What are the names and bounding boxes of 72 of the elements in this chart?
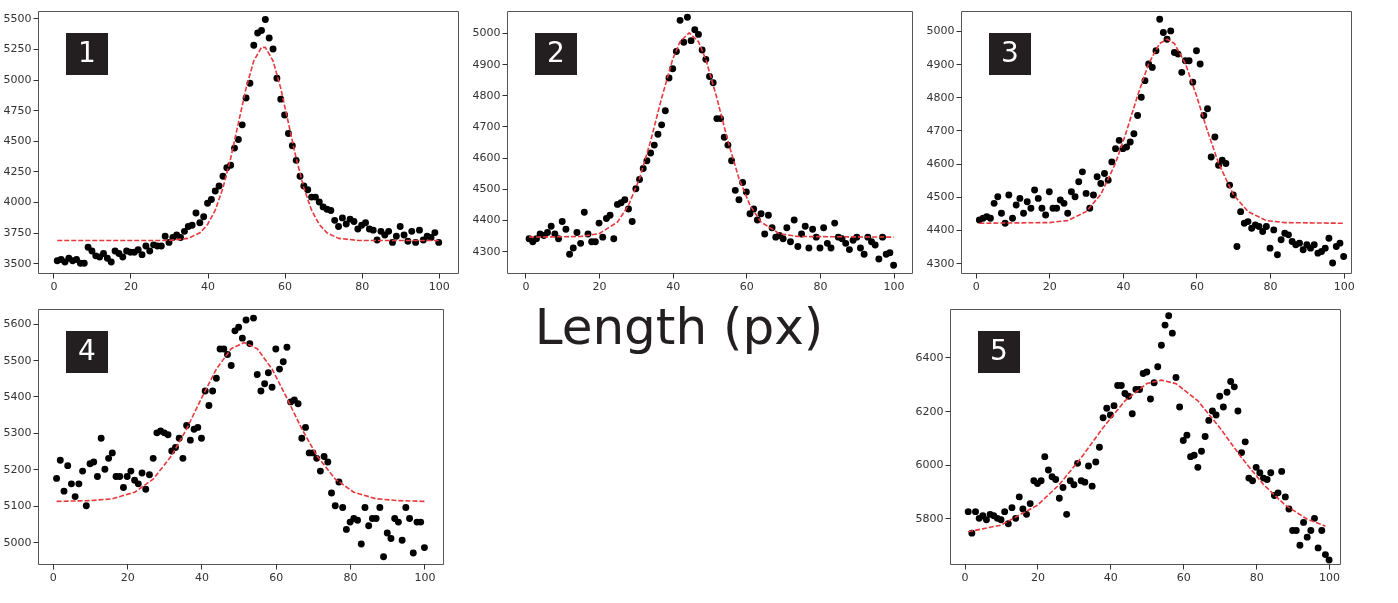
x-tick-label: 20 <box>1042 279 1057 293</box>
y-tick-label: 4800 <box>472 88 501 102</box>
y-tick-label: 5000 <box>3 535 32 549</box>
x-tick-label: 80 <box>355 279 370 293</box>
y-tick-label: 4250 <box>3 164 32 178</box>
x-axis-title: Length (px) <box>534 298 824 356</box>
x-tick-label: 40 <box>1116 279 1131 293</box>
y-tick-label: 4900 <box>926 57 955 71</box>
text: 2 <box>547 36 565 69</box>
x-tick-label: 100 <box>414 570 436 584</box>
x-tick-label: 60 <box>1189 279 1204 293</box>
x-tick-label: 80 <box>813 279 828 293</box>
y-tick-label: 5400 <box>3 389 32 403</box>
y-tick-label: 5500 <box>3 11 32 25</box>
y-tick-label: 4400 <box>472 213 501 227</box>
y-tick-label: 5600 <box>3 317 32 331</box>
y-tick-label: 4000 <box>3 195 32 209</box>
x-tick-label: 40 <box>666 279 681 293</box>
x-tick-label: 0 <box>961 570 969 584</box>
text: 5 <box>990 334 1008 367</box>
y-tick-label: 4400 <box>926 223 955 237</box>
y-tick-label: 4600 <box>926 157 955 171</box>
y-tick-label: 4700 <box>472 119 501 133</box>
y-tick-label: 4500 <box>926 190 955 204</box>
y-tick-label: 4900 <box>472 57 501 71</box>
x-tick-label: 20 <box>592 279 607 293</box>
y-tick-label: 4750 <box>3 103 32 117</box>
text: 4 <box>78 334 96 367</box>
y-tick-label: 4700 <box>926 123 955 137</box>
x-tick-label: 80 <box>1249 570 1264 584</box>
y-tick-label: 4300 <box>926 256 955 270</box>
x-tick-label: 40 <box>1103 570 1118 584</box>
y-tick-label: 5100 <box>3 499 32 513</box>
text: 1 <box>78 36 96 69</box>
y-tick-label: 5250 <box>3 42 32 56</box>
x-tick-label: 40 <box>201 279 216 293</box>
text: 3 <box>1001 36 1019 69</box>
y-tick-label: 5200 <box>3 462 32 476</box>
y-tick-label: 5000 <box>926 24 955 38</box>
y-tick-label: 5300 <box>3 426 32 440</box>
x-tick-label: 0 <box>50 279 58 293</box>
x-tick-label: 20 <box>120 570 135 584</box>
y-tick-label: 5000 <box>472 26 501 40</box>
y-tick-label: 4300 <box>472 244 501 258</box>
y-tick-label: 4500 <box>472 182 501 196</box>
y-tick-label: 6200 <box>915 404 944 418</box>
x-tick-label: 40 <box>194 570 209 584</box>
y-tick-label: 6400 <box>915 350 944 364</box>
x-tick-label: 0 <box>972 279 980 293</box>
x-tick-label: 80 <box>343 570 358 584</box>
x-tick-label: 20 <box>123 279 138 293</box>
x-tick-label: 100 <box>1319 570 1341 584</box>
x-tick-label: 20 <box>1030 570 1045 584</box>
x-tick-label: 80 <box>1263 279 1278 293</box>
x-tick-label: 60 <box>739 279 754 293</box>
x-tick-label: 60 <box>1176 570 1191 584</box>
x-tick-label: 0 <box>522 279 530 293</box>
y-tick-label: 3500 <box>3 256 32 270</box>
x-tick-label: 100 <box>1333 279 1355 293</box>
y-tick-label: 6000 <box>915 458 944 472</box>
x-tick-label: 0 <box>49 570 57 584</box>
y-tick-label: 3750 <box>3 226 32 240</box>
x-tick-label: 60 <box>269 570 284 584</box>
x-tick-label: 60 <box>278 279 293 293</box>
y-tick-label: 4500 <box>3 134 32 148</box>
x-tick-label: 100 <box>428 279 450 293</box>
y-tick-label: 4800 <box>926 90 955 104</box>
y-tick-label: 5000 <box>3 73 32 87</box>
y-tick-label: 5800 <box>915 511 944 525</box>
x-tick-label: 100 <box>883 279 905 293</box>
y-tick-label: 4600 <box>472 151 501 165</box>
y-tick-label: 5500 <box>3 353 32 367</box>
